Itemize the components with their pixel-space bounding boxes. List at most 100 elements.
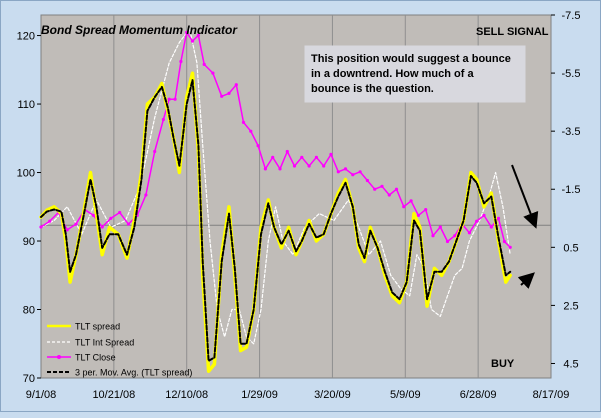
left-axis-ticks: 70 80 90 100 110 120: [17, 31, 41, 385]
close-point: [173, 97, 177, 101]
close-point: [467, 231, 471, 235]
legend-label: TLT spread: [75, 322, 120, 332]
buy-label: BUY: [491, 358, 515, 370]
x-tick-label: 8/17/09: [533, 389, 570, 401]
right-tick-label: 0.5: [563, 242, 578, 254]
close-point: [351, 173, 355, 177]
left-tick-label: 80: [23, 305, 35, 317]
close-point: [144, 193, 148, 197]
close-point: [109, 216, 113, 220]
close-point: [409, 199, 413, 203]
legend-label: TLT Int Spread: [75, 338, 134, 348]
close-point: [416, 213, 420, 217]
close-point: [118, 210, 122, 215]
x-tick-label: 6/28/09: [460, 389, 497, 401]
close-point: [48, 219, 52, 223]
close-point: [202, 62, 206, 66]
close-point: [300, 155, 304, 159]
legend: TLT spread TLT Int Spread TLT Close 3 per. …: [47, 322, 192, 378]
close-point: [65, 228, 69, 232]
close-point: [256, 144, 260, 148]
left-tick-label: 110: [17, 99, 35, 111]
close-point: [394, 187, 399, 191]
close-point: [453, 234, 457, 238]
close-point: [502, 239, 506, 244]
note-text: This position would suggest a bounce in …: [311, 53, 514, 95]
chart-title: Bond Spread Momentum Indicator: [41, 23, 238, 37]
close-point: [39, 225, 43, 229]
x-tick-label: 3/20/09: [314, 389, 351, 401]
close-point: [438, 225, 442, 229]
close-point: [196, 33, 200, 37]
x-axis-ticks: 9/1/08 10/21/08 12/10/08 1/29/09 3/20/09 5/9/…: [26, 389, 570, 401]
close-point: [508, 245, 512, 249]
close-point: [185, 30, 189, 34]
close-point: [475, 219, 479, 223]
left-tick-label: 120: [17, 31, 35, 43]
close-point: [285, 149, 289, 154]
close-point: [489, 225, 493, 229]
close-point: [387, 193, 391, 197]
close-point: [496, 216, 501, 220]
note-line-1: This position would suggest a bounce: [311, 53, 511, 65]
close-point: [179, 59, 183, 64]
close-point: [329, 152, 333, 156]
close-point: [343, 167, 348, 171]
legend-marker: [57, 355, 61, 359]
note-box: [304, 45, 526, 103]
right-tick-label: 2.5: [563, 300, 578, 312]
x-tick-label: 9/1/08: [26, 389, 57, 401]
right-tick-label: 4.5: [563, 358, 578, 370]
close-point: [380, 184, 384, 188]
close-point: [220, 94, 224, 98]
close-point: [190, 39, 195, 43]
close-point: [314, 155, 318, 159]
close-point: [322, 164, 326, 168]
close-point: [482, 213, 486, 217]
sell-signal-label: SELL SIGNAL: [476, 26, 549, 38]
close-point: [271, 155, 275, 159]
left-tick-label: 100: [17, 168, 35, 180]
right-axis-ticks: -7.5 -5.5 -3.5 -1.5 0.5 2.5 4.5: [551, 10, 580, 370]
close-point: [445, 239, 450, 244]
x-tick-label: 1/29/09: [241, 389, 278, 401]
close-point: [307, 164, 311, 168]
note-line-2: in a downtrend. How much of a: [311, 68, 474, 80]
close-point: [424, 208, 428, 212]
close-point: [263, 167, 267, 171]
close-point: [167, 97, 171, 101]
left-tick-label: 90: [23, 236, 35, 248]
close-point: [402, 205, 406, 209]
close-point: [153, 149, 157, 154]
close-point: [234, 83, 238, 87]
series-line-3: [40, 79, 512, 362]
x-tick-label: 12/10/08: [165, 389, 208, 401]
close-point: [241, 120, 246, 124]
x-tick-label: 10/21/08: [92, 389, 135, 401]
close-point: [100, 225, 104, 229]
close-point: [292, 164, 297, 168]
legend-label: TLT Close: [75, 353, 116, 363]
note-line-3: bounce is the question.: [311, 83, 434, 95]
right-tick-label: -7.5: [562, 10, 581, 22]
right-tick-label: -3.5: [562, 126, 581, 138]
close-point: [211, 71, 215, 75]
close-point: [161, 117, 165, 122]
close-point: [373, 187, 377, 191]
close-point: [249, 129, 253, 133]
close-point: [358, 170, 362, 174]
close-point: [74, 222, 78, 226]
right-tick-label: -5.5: [562, 68, 581, 80]
left-tick-label: 70: [23, 373, 35, 385]
right-tick-label: -1.5: [562, 184, 581, 196]
close-point: [278, 167, 282, 171]
close-point: [431, 234, 435, 238]
close-point: [227, 91, 231, 95]
series-layer: [39, 28, 512, 373]
x-tick-label: 5/9/09: [390, 389, 421, 401]
legend-label: 3 per. Mov. Avg. (TLT spread): [75, 368, 192, 378]
close-point: [91, 213, 96, 217]
close-point: [365, 178, 369, 183]
